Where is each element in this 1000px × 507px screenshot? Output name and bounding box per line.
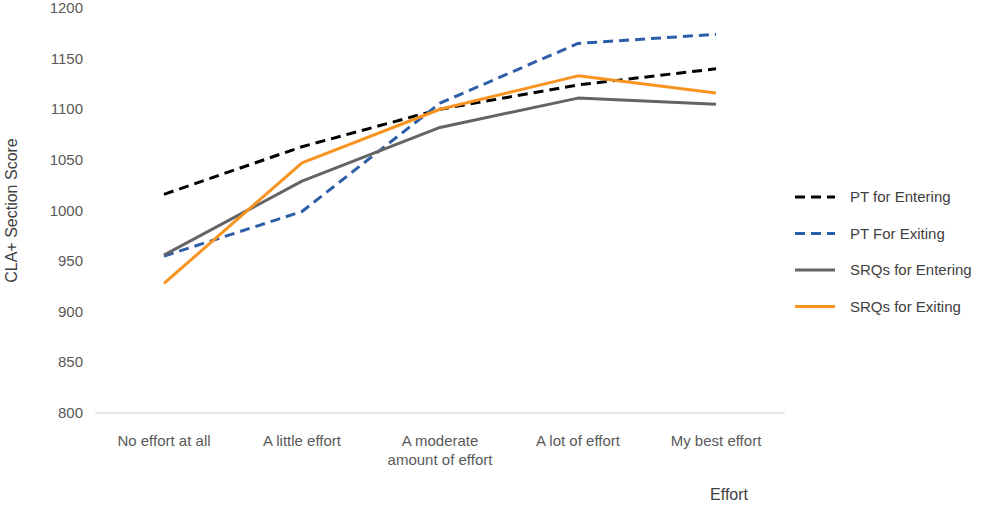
legend-swatch xyxy=(795,269,835,272)
y-tick-label: 950 xyxy=(58,252,83,269)
series-line xyxy=(164,34,716,256)
y-tick-label: 850 xyxy=(58,353,83,370)
x-tick-line: My best effort xyxy=(671,432,762,449)
x-axis-line xyxy=(95,413,785,414)
y-tick-label: 1200 xyxy=(50,0,83,16)
x-tick-line: No effort at all xyxy=(117,432,210,449)
x-tick-label: A little effort xyxy=(263,432,342,449)
y-tick-label: 1100 xyxy=(51,100,83,117)
series-line xyxy=(164,98,716,255)
x-tick-label: No effort at all xyxy=(117,432,210,449)
legend-label: SRQs for Exiting xyxy=(850,298,961,315)
chart: 800 850 900 950 1000 1050 1100 1150 1200 No effor… xyxy=(0,0,1000,507)
x-tick-line: A little effort xyxy=(263,432,342,449)
y-tick-label: 1050 xyxy=(50,151,83,168)
legend-label: PT For Exiting xyxy=(850,225,945,242)
legend-label: PT for Entering xyxy=(850,188,951,205)
x-tick-line: amount of effort xyxy=(388,451,494,468)
y-tick-label: 1000 xyxy=(50,202,83,219)
x-tick-label: A moderate amount of effort xyxy=(388,432,494,468)
legend-swatch xyxy=(795,305,835,308)
x-axis-label: Effort xyxy=(710,486,749,503)
y-axis-label: CLA+ Section Score xyxy=(3,138,20,283)
y-tick-label: 900 xyxy=(58,303,83,320)
legend-swatch xyxy=(795,232,835,235)
y-axis-line xyxy=(95,8,96,413)
x-tick-line: A moderate xyxy=(402,432,479,449)
x-tick-line: A lot of effort xyxy=(536,432,621,449)
y-tick-label: 1150 xyxy=(51,50,83,67)
series-line xyxy=(164,69,716,195)
plot-area xyxy=(164,34,716,283)
series-line xyxy=(164,76,716,284)
x-tick-label: My best effort xyxy=(671,432,762,449)
x-tick-label: A lot of effort xyxy=(536,432,621,449)
y-tick-label: 800 xyxy=(58,404,83,421)
legend-swatch xyxy=(795,196,835,199)
legend-label: SRQs for Entering xyxy=(850,261,972,278)
